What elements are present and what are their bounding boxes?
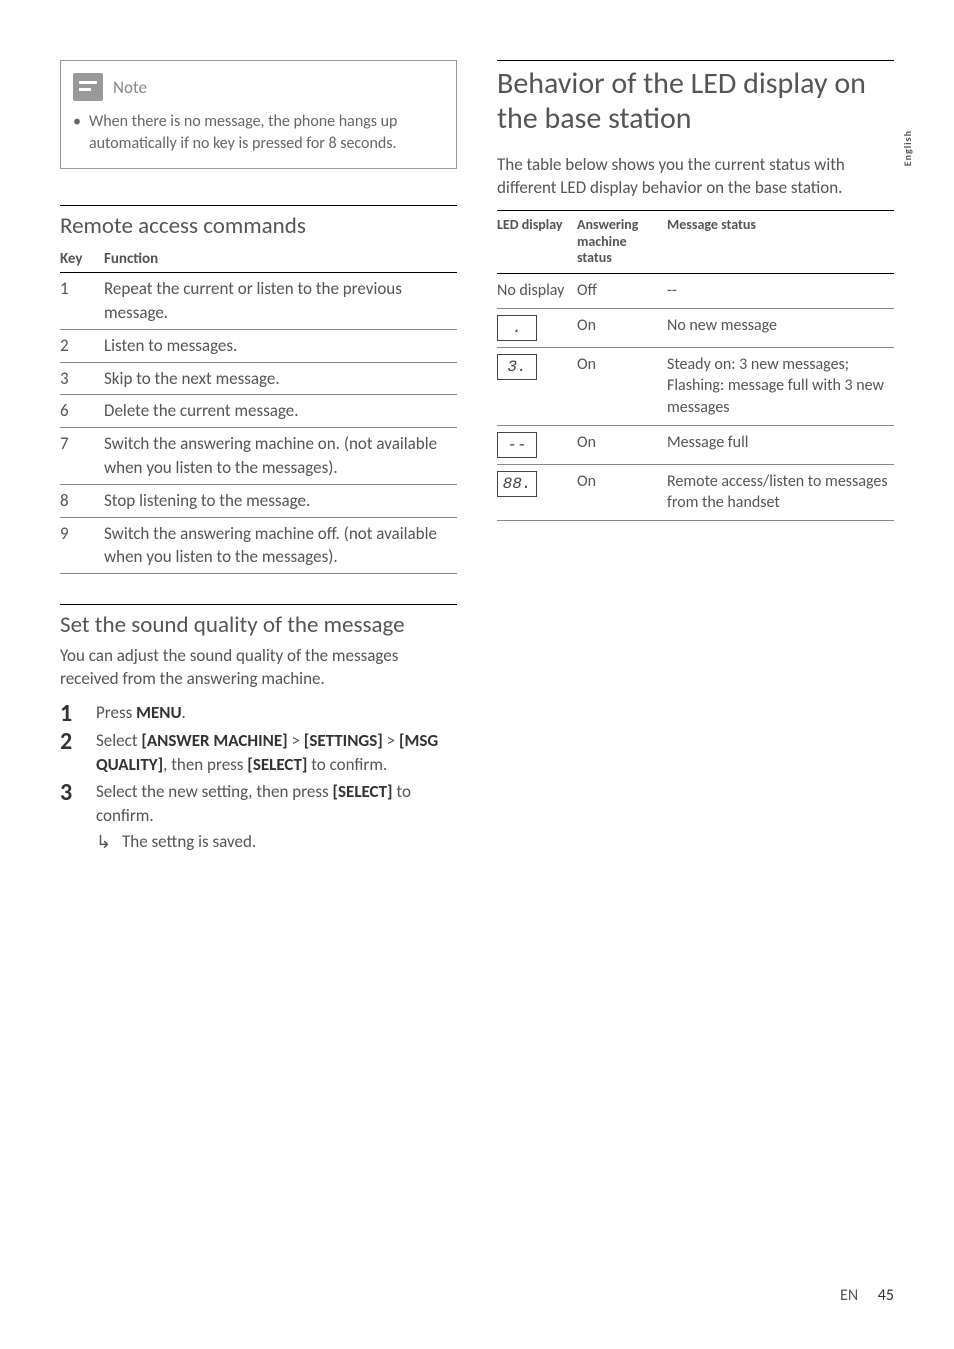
led-display-cell: -- (497, 425, 577, 464)
key-cell: 9 (60, 517, 104, 574)
ans-status-cell: On (577, 347, 667, 425)
section-rule (60, 604, 457, 605)
table-row: 7Switch the answering machine on. (not a… (60, 428, 457, 485)
table-row: 88. OnRemote access/listen to messages fr… (497, 464, 894, 520)
fn-cell: Switch the answering machine on. (not av… (104, 428, 457, 485)
remote-heading: Remote access commands (60, 212, 457, 240)
table-row: 1Repeat the current or listen to the pre… (60, 273, 457, 330)
table-row: No displayOff-- (497, 274, 894, 309)
remote-commands-table: Key Function 1Repeat the current or list… (60, 246, 457, 574)
led-col-msg: Message status (667, 210, 894, 273)
led-display-cell: 3. (497, 347, 577, 425)
step-3: Select the new setting, then press [SELE… (60, 780, 457, 853)
key-cell: 2 (60, 329, 104, 362)
text: , then press (163, 754, 247, 775)
led-intro: The table below shows you the current st… (497, 154, 894, 200)
led-display-cell: 88. (497, 464, 577, 520)
key-cell: 7 (60, 428, 104, 485)
fn-cell: Repeat the current or listen to the prev… (104, 273, 457, 330)
page-footer: EN 45 (840, 1286, 894, 1305)
section-rule (60, 205, 457, 206)
table-row: 6Delete the current message. (60, 395, 457, 428)
sound-intro: You can adjust the sound quality of the … (60, 645, 457, 691)
text: Select the new setting, then press (96, 781, 332, 802)
led-heading: Behavior of the LED display on the base … (497, 67, 894, 136)
seven-segment-icon: -- (497, 432, 537, 458)
menu-path: [SETTINGS] (304, 730, 383, 751)
seven-segment-icon: 3. (497, 354, 537, 380)
seven-segment-icon: 88. (497, 471, 537, 497)
led-display-cell: . (497, 308, 577, 347)
table-row: 9Switch the answering machine off. (not … (60, 517, 457, 574)
ans-status-cell: On (577, 464, 667, 520)
fn-cell: Delete the current message. (104, 395, 457, 428)
fn-cell: Listen to messages. (104, 329, 457, 362)
remote-col-key: Key (60, 246, 104, 273)
select-key: [SELECT] (247, 754, 307, 775)
select-key: [SELECT] (332, 781, 392, 802)
menu-key: MENU (136, 702, 181, 723)
table-row: -- OnMessage full (497, 425, 894, 464)
led-display-cell: No display (497, 274, 577, 309)
ans-status-cell: On (577, 308, 667, 347)
seven-segment-icon: . (497, 315, 537, 341)
remote-col-fn: Function (104, 246, 457, 273)
msg-status-cell: Remote access/listen to messages from th… (667, 464, 894, 520)
text: . (182, 702, 186, 723)
right-column: Behavior of the LED display on the base … (497, 60, 894, 858)
sound-heading: Set the sound quality of the message (60, 611, 457, 639)
fn-cell: Switch the answering machine off. (not a… (104, 517, 457, 574)
msg-status-cell: No new message (667, 308, 894, 347)
led-col-ans: Answering machine status (577, 210, 667, 273)
ans-status-cell: Off (577, 274, 667, 309)
table-row: 8Stop listening to the message. (60, 484, 457, 517)
section-rule (497, 60, 894, 61)
note-body: When there is no message, the phone hang… (89, 111, 444, 154)
menu-path: [ANSWER MACHINE] (141, 730, 287, 751)
msg-status-cell: -- (667, 274, 894, 309)
text: Press (96, 702, 136, 723)
fn-cell: Skip to the next message. (104, 362, 457, 395)
footer-page: 45 (878, 1286, 894, 1305)
text: > (288, 730, 304, 751)
text: Select (96, 730, 141, 751)
msg-status-cell: Message full (667, 425, 894, 464)
page-content: Note • When there is no message, the pho… (0, 0, 954, 908)
footer-lang: EN (840, 1286, 858, 1305)
key-cell: 3 (60, 362, 104, 395)
table-row: 3. OnSteady on: 3 new messages; Flashing:… (497, 347, 894, 425)
led-table: LED display Answering machine status Mes… (497, 210, 894, 521)
note-box: Note • When there is no message, the pho… (60, 60, 457, 169)
sound-steps: Press MENU. Select [ANSWER MACHINE] > [S… (60, 701, 457, 854)
step-1: Press MENU. (60, 701, 457, 725)
note-title: Note (113, 77, 147, 98)
step-2: Select [ANSWER MACHINE] > [SETTINGS] > [… (60, 729, 457, 777)
table-row: . OnNo new message (497, 308, 894, 347)
fn-cell: Stop listening to the message. (104, 484, 457, 517)
msg-status-cell: Steady on: 3 new messages; Flashing: mes… (667, 347, 894, 425)
bullet: • (73, 111, 81, 154)
key-cell: 6 (60, 395, 104, 428)
note-icon (73, 73, 103, 101)
table-row: 2Listen to messages. (60, 329, 457, 362)
led-col-display: LED display (497, 210, 577, 273)
ans-status-cell: On (577, 425, 667, 464)
language-tab: English (901, 130, 914, 166)
text: > (383, 730, 399, 751)
left-column: Note • When there is no message, the pho… (60, 60, 457, 858)
text: to confirm. (307, 754, 387, 775)
table-row: 3Skip to the next message. (60, 362, 457, 395)
key-cell: 1 (60, 273, 104, 330)
step-result: The settng is saved. (96, 830, 457, 854)
key-cell: 8 (60, 484, 104, 517)
